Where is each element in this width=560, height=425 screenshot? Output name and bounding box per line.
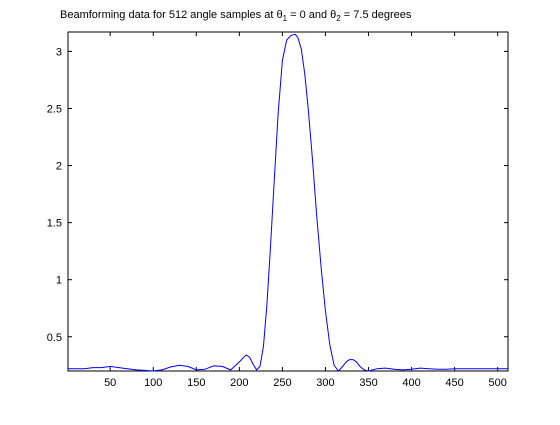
x-tick-label: 50 xyxy=(104,377,116,389)
y-tick-label: 1.5 xyxy=(47,218,62,230)
chart-title: Beamforming data for 512 angle samples a… xyxy=(60,9,412,23)
x-tick-label: 500 xyxy=(488,377,506,389)
x-tick-label: 100 xyxy=(144,377,162,389)
x-tick-label: 350 xyxy=(359,377,377,389)
x-tick-label: 450 xyxy=(445,377,463,389)
y-axis: 0.5 1 1.5 2 2.5 3 xyxy=(47,46,508,344)
x-axis: 50 100 150 200 250 300 350 400 450 500 xyxy=(104,32,507,389)
title-prefix: Beamforming data for 512 angle samples a… xyxy=(60,9,276,21)
x-tick-label: 150 xyxy=(187,377,205,389)
title-suffix: = 7.5 degrees xyxy=(341,9,412,21)
title-mid: = 0 and xyxy=(287,9,330,21)
title-theta-1: θ xyxy=(276,9,282,21)
y-tick-label: 2.5 xyxy=(47,103,62,115)
title-theta-2: θ xyxy=(330,9,336,21)
x-tick-label: 300 xyxy=(316,377,334,389)
x-tick-label: 200 xyxy=(230,377,248,389)
x-tick-label: 250 xyxy=(273,377,291,389)
plot-area xyxy=(67,31,509,372)
y-tick-label: 1 xyxy=(56,275,62,287)
series-line xyxy=(68,33,508,372)
y-tick-label: 2 xyxy=(56,161,62,173)
y-tick-label: 3 xyxy=(56,46,62,58)
title-subscript-1: 1 xyxy=(283,14,288,23)
x-tick-label: 400 xyxy=(402,377,420,389)
y-tick-label: 0.5 xyxy=(47,332,62,344)
title-subscript-2: 2 xyxy=(336,14,341,23)
